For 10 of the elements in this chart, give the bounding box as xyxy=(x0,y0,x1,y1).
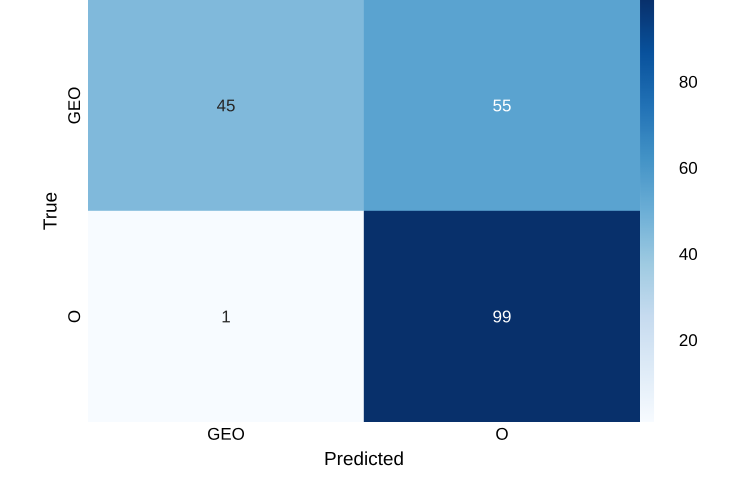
color-bar-label: 20 xyxy=(680,334,698,346)
color-bar-label: 40 xyxy=(679,248,698,260)
y-axis-title: True xyxy=(43,192,57,230)
data-label: 55 xyxy=(493,100,511,112)
data-label: 1 xyxy=(222,310,230,322)
data-label: 99 xyxy=(493,310,511,323)
data-label: 45 xyxy=(216,100,235,112)
color-bar-label: 80 xyxy=(680,76,698,88)
color-bar-label: 60 xyxy=(680,162,698,174)
x-axis-title: Predicted xyxy=(326,451,403,466)
